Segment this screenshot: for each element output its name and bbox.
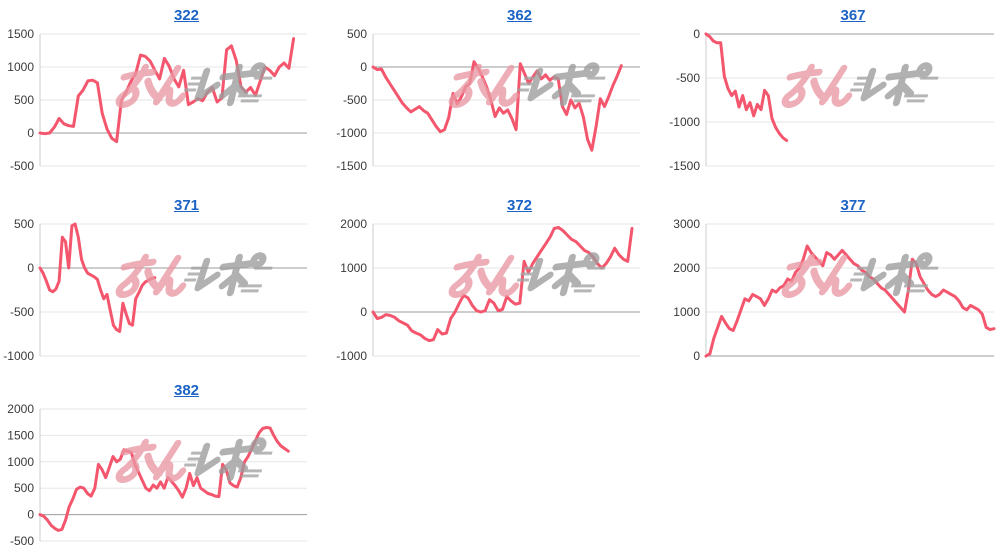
machine-cell-372: 372 2000 1000 0 -1000	[333, 190, 666, 375]
svg-text:-1500: -1500	[669, 159, 700, 173]
machine-cell-371: 371 500 0 -500 -1000	[0, 190, 333, 375]
chart-title-row: 377	[666, 196, 1000, 218]
line-chart-367: 0 -500 -1000 -1500	[669, 28, 994, 173]
plot-area: 3000 2000 1000 0	[666, 218, 1000, 370]
line-chart-322: 1500 1000 500 0 -500	[7, 28, 307, 173]
plot-area: 1500 1000 500 0 -500	[0, 28, 333, 180]
svg-text:0: 0	[693, 349, 700, 363]
svg-text:-1000: -1000	[336, 126, 367, 140]
machine-cell-382: 382 2000 1500 1000 500 0 -500	[0, 375, 333, 550]
chart-title-row: 371	[0, 196, 333, 218]
svg-text:2000: 2000	[673, 261, 700, 275]
line-chart-377: 3000 2000 1000 0	[673, 218, 996, 363]
line-chart-382: 2000 1500 1000 500 0 -500	[7, 403, 307, 548]
svg-text:500: 500	[14, 218, 34, 231]
machine-cell-367: 367 0 -500 -1000 -1500	[666, 0, 1000, 190]
machine-link-322[interactable]: 322	[173, 7, 200, 24]
line-chart-371: 500 0 -500 -1000	[3, 218, 307, 363]
svg-text:-1000: -1000	[3, 349, 34, 363]
svg-text:500: 500	[14, 481, 34, 495]
svg-text:500: 500	[14, 93, 34, 107]
line-chart-362: 500 0 -500 -1000 -1500	[336, 28, 640, 173]
machine-cell-362: 362 500 0 -500 -1000 -1500	[333, 0, 666, 190]
plot-area: 0 -500 -1000 -1500	[666, 28, 1000, 180]
chart-title-row: 362	[333, 6, 666, 28]
machine-link-372[interactable]: 372	[506, 197, 533, 214]
machine-link-367[interactable]: 367	[840, 7, 866, 24]
svg-text:0: 0	[27, 126, 34, 140]
svg-text:-1500: -1500	[336, 159, 367, 173]
svg-text:1000: 1000	[7, 60, 34, 74]
svg-text:1500: 1500	[7, 428, 34, 442]
line-chart-372: 2000 1000 0 -1000	[336, 218, 640, 363]
machine-link-371[interactable]: 371	[173, 197, 200, 214]
svg-text:-1000: -1000	[336, 349, 367, 363]
machine-link-382[interactable]: 382	[173, 382, 200, 399]
svg-text:0: 0	[360, 60, 367, 74]
svg-text:-1000: -1000	[669, 115, 700, 129]
svg-text:0: 0	[360, 305, 367, 319]
machine-link-362[interactable]: 362	[506, 7, 533, 24]
machine-cell-322: 322 1500 1000 500 0 -500	[0, 0, 333, 190]
svg-text:0: 0	[27, 261, 34, 275]
svg-text:1000: 1000	[673, 305, 700, 319]
svg-text:2000: 2000	[7, 403, 34, 416]
svg-text:-500: -500	[10, 159, 34, 173]
svg-text:2000: 2000	[340, 218, 367, 231]
svg-text:1000: 1000	[340, 261, 367, 275]
chart-title-row: 322	[0, 6, 333, 28]
svg-text:0: 0	[27, 508, 34, 522]
svg-text:3000: 3000	[673, 218, 700, 231]
svg-text:0: 0	[693, 28, 700, 41]
plot-area: 500 0 -500 -1000	[0, 218, 333, 370]
svg-text:-500: -500	[343, 93, 367, 107]
svg-text:1000: 1000	[7, 455, 34, 469]
svg-text:500: 500	[347, 28, 367, 41]
svg-text:1500: 1500	[7, 28, 34, 41]
chart-title-row: 372	[333, 196, 666, 218]
chart-title-row: 382	[0, 381, 333, 403]
svg-text:-500: -500	[10, 534, 34, 548]
svg-text:-500: -500	[10, 305, 34, 319]
chart-title-row: 367	[666, 6, 1000, 28]
plot-area: 2000 1000 0 -1000	[333, 218, 666, 370]
plot-area: 2000 1500 1000 500 0 -500	[0, 403, 333, 555]
plot-area: 500 0 -500 -1000 -1500	[333, 28, 666, 180]
machine-link-377[interactable]: 377	[840, 197, 866, 214]
machine-cell-377: 377 3000 2000 1000 0	[666, 190, 1000, 375]
svg-text:-500: -500	[676, 71, 700, 85]
